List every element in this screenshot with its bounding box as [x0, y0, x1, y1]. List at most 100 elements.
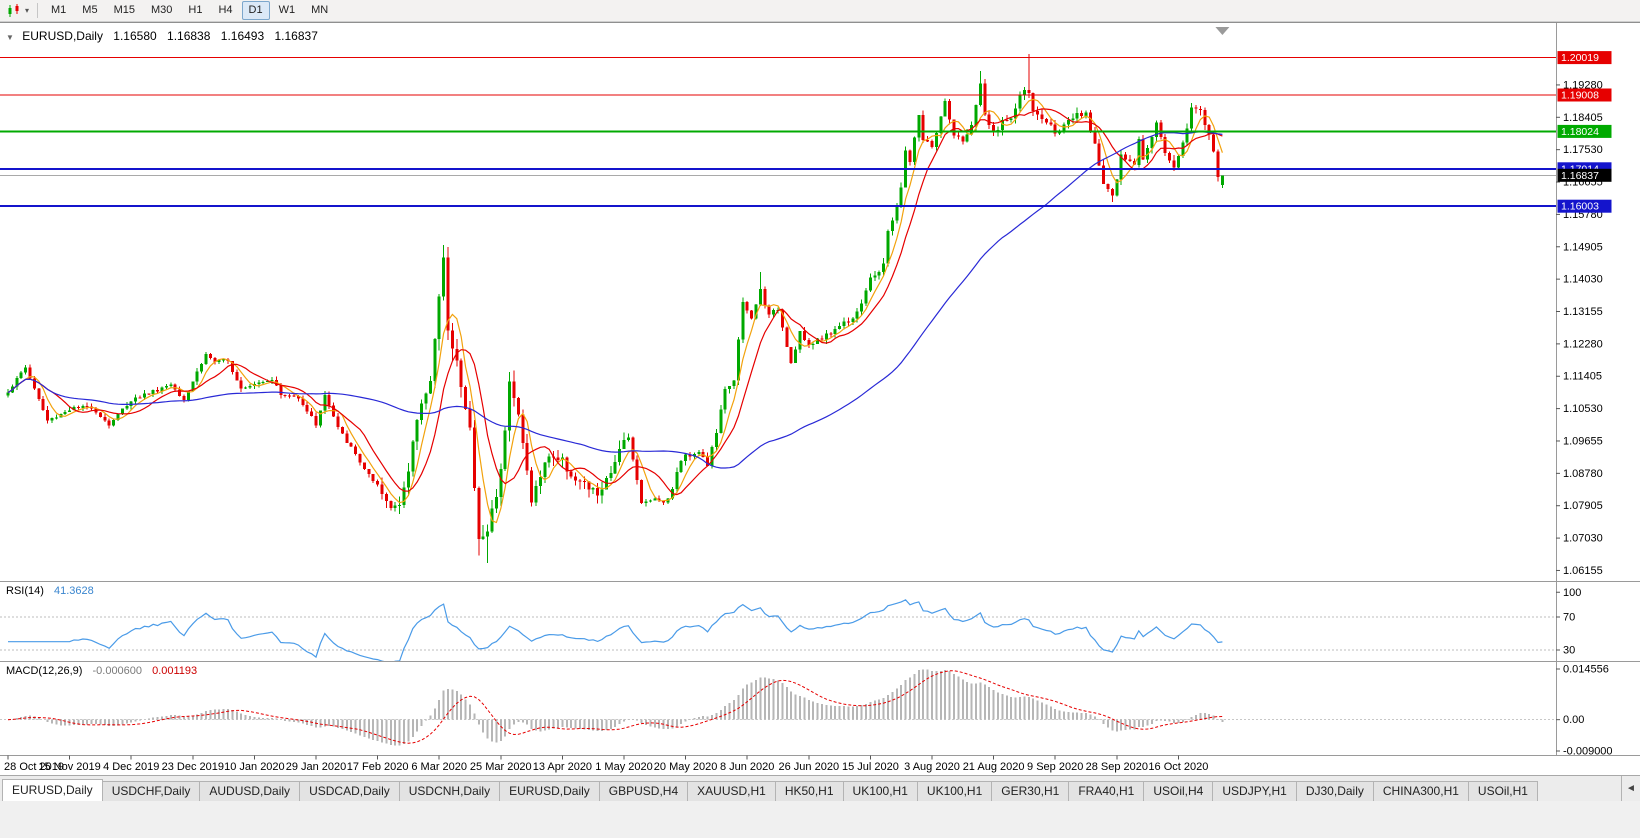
svg-text:1.07905: 1.07905: [1563, 500, 1603, 512]
svg-text:8 Jun 2020: 8 Jun 2020: [720, 761, 774, 773]
chart-tab-ger30-h1[interactable]: GER30,H1: [991, 781, 1070, 801]
chart-tab-eurusd-daily[interactable]: EURUSD,Daily: [499, 781, 600, 801]
pane-splitter[interactable]: [0, 581, 1640, 756]
collapse-arrow-icon[interactable]: ▼: [6, 33, 14, 42]
chart-tab-eurusd-daily[interactable]: EURUSD,Daily: [2, 779, 103, 801]
chart-tab-hk50-h1[interactable]: HK50,H1: [774, 781, 844, 801]
candlestick-chart-icon[interactable]: [4, 3, 24, 19]
price-axis[interactable]: 1.192801.184051.175301.166551.157801.149…: [1556, 23, 1640, 776]
svg-text:15 Jul 2020: 15 Jul 2020: [842, 761, 899, 773]
ohlc-close: 1.16837: [274, 29, 318, 43]
medium-ma-line: [7, 108, 1223, 496]
timeframe-button-h4[interactable]: H4: [218, 4, 233, 16]
toolbar-separator: [37, 3, 39, 18]
bottom-strip: [0, 801, 1640, 838]
timeframe-button-m30[interactable]: M30: [150, 4, 173, 16]
svg-text:10 Jan 2020: 10 Jan 2020: [224, 761, 285, 773]
current-price-label: [1557, 168, 1612, 182]
svg-text:1.10530: 1.10530: [1563, 403, 1603, 415]
svg-text:1.14030: 1.14030: [1563, 274, 1603, 286]
price-levels-layer[interactable]: [0, 57, 1556, 208]
chart-tab-bar: EURUSD,Daily USDCHF,Daily AUDUSD,Daily USDC…: [0, 775, 1640, 801]
chart-tab-uk100-h1[interactable]: UK100,H1: [916, 781, 993, 801]
svg-text:70: 70: [1563, 612, 1575, 624]
timeframe-toolbar: ▾ M1 M5 M15 M30 H1 H4 D1 W1 MN: [0, 0, 1640, 22]
timeframe-button-m15[interactable]: M15: [113, 4, 135, 16]
rsi-indicator-title: RSI(14) 41.3628: [6, 585, 101, 597]
timeframe-button-h1[interactable]: H1: [188, 4, 203, 16]
chart-window[interactable]: 1.19280 1.18405 1.17530 1.16655 1.15780 1.149…: [0, 22, 1640, 776]
chart-tab-uk100-h1[interactable]: UK100,H1: [842, 781, 918, 801]
chart-tab-usoil-h1[interactable]: USOil,H1: [1467, 781, 1538, 801]
svg-text:1.19008: 1.19008: [1561, 89, 1599, 101]
rsi-label: RSI(14): [6, 585, 44, 597]
svg-text:1.16003: 1.16003: [1561, 201, 1599, 213]
svg-text:29 Jan 2020: 29 Jan 2020: [286, 761, 347, 773]
price-level-label: [1557, 88, 1612, 102]
svg-text:1.06155: 1.06155: [1563, 565, 1603, 577]
svg-text:16 Oct 2020: 16 Oct 2020: [1148, 761, 1208, 773]
svg-text:4 Dec 2019: 4 Dec 2019: [103, 761, 159, 773]
chart-shift-marker[interactable]: [1215, 27, 1230, 35]
svg-text:1.17530: 1.17530: [1563, 144, 1603, 156]
price-level-label: [1557, 51, 1612, 65]
svg-text:0.00: 0.00: [1563, 714, 1584, 726]
svg-text:17 Feb 2020: 17 Feb 2020: [347, 761, 409, 773]
chart-tab-china300-h1[interactable]: CHINA300,H1: [1372, 781, 1469, 801]
rsi-pane: 100 70 30: [0, 587, 1581, 661]
svg-text:28 Sep 2020: 28 Sep 2020: [1086, 761, 1148, 773]
timeframe-buttons: M1 M5 M15 M30 H1 H4 D1 W1 MN: [43, 1, 336, 20]
svg-text:1.18405: 1.18405: [1563, 112, 1603, 124]
svg-text:1.19280: 1.19280: [1563, 79, 1603, 91]
svg-text:-0.009000: -0.009000: [1563, 746, 1613, 758]
svg-text:1.16837: 1.16837: [1561, 170, 1599, 182]
svg-text:21 Aug 2020: 21 Aug 2020: [963, 761, 1025, 773]
chart-tab-xauusd-h1[interactable]: XAUUSD,H1: [687, 781, 776, 801]
svg-text:1.07030: 1.07030: [1563, 533, 1603, 545]
timeframe-button-w1[interactable]: W1: [278, 4, 296, 16]
chart-tab-gbpusd-h4[interactable]: GBPUSD,H4: [598, 781, 689, 801]
svg-text:0.014556: 0.014556: [1563, 664, 1609, 676]
fast-ma-line: [7, 98, 1223, 524]
chart-tab-usdcad-daily[interactable]: USDCAD,Daily: [299, 781, 400, 801]
price-level-label: [1557, 124, 1612, 138]
chart-tab-usoil-h4[interactable]: USOil,H4: [1143, 781, 1214, 801]
timeframe-button-m5[interactable]: M5: [82, 4, 98, 16]
svg-text:1.09655: 1.09655: [1563, 435, 1603, 447]
chart-tab-usdchf-daily[interactable]: USDCHF,Daily: [101, 781, 201, 801]
timeframe-button-mn[interactable]: MN: [311, 4, 329, 16]
svg-text:1 May 2020: 1 May 2020: [595, 761, 652, 773]
price-chart-canvas[interactable]: 1.192801.184051.175301.166551.157801.149…: [0, 23, 1640, 776]
svg-text:6 Mar 2020: 6 Mar 2020: [411, 761, 467, 773]
timeframe-button-m1[interactable]: M1: [51, 4, 67, 16]
svg-text:100: 100: [1563, 587, 1581, 599]
svg-text:9 Sep 2020: 9 Sep 2020: [1027, 761, 1083, 773]
chart-tab-audusd-daily[interactable]: AUDUSD,Daily: [199, 781, 301, 801]
svg-text:1.13155: 1.13155: [1563, 306, 1603, 318]
svg-text:1.20019: 1.20019: [1561, 52, 1599, 64]
chart-tab-dj30-daily[interactable]: DJ30,Daily: [1295, 781, 1374, 801]
chart-tab-usdcnh-daily[interactable]: USDCNH,Daily: [398, 781, 501, 801]
chart-symbol-period: EURUSD,Daily: [22, 29, 103, 43]
macd-main-value: -0.000600: [92, 665, 143, 677]
svg-text:1.08780: 1.08780: [1563, 468, 1603, 480]
chart-tab-usdjpy-h1[interactable]: USDJPY,H1: [1212, 781, 1297, 801]
svg-text:1.14905: 1.14905: [1563, 241, 1603, 253]
macd-pane: 0.014556 0.00 -0.009000: [0, 664, 1613, 758]
chart-background[interactable]: [0, 23, 1640, 776]
svg-text:25 Mar 2020: 25 Mar 2020: [470, 761, 532, 773]
ohlc-high: 1.16838: [167, 29, 211, 43]
svg-text:30: 30: [1563, 645, 1575, 657]
chevron-down-icon[interactable]: ▾: [25, 6, 30, 15]
macd-label: MACD(12,26,9): [6, 665, 83, 677]
slow-ma-line: [7, 131, 1223, 469]
chart-title: ▼ EURUSD,Daily 1.16580 1.16838 1.16493 1…: [6, 29, 325, 43]
macd-signal-value: 0.001193: [152, 665, 198, 677]
tabs-scroll-left-button[interactable]: ◄: [1621, 776, 1640, 801]
svg-text:26 Jun 2020: 26 Jun 2020: [779, 761, 840, 773]
timeframe-button-d1[interactable]: D1: [241, 1, 270, 20]
svg-text:28 Oct 2019: 28 Oct 2019: [4, 761, 64, 773]
svg-text:1.11405: 1.11405: [1563, 371, 1602, 383]
chart-tab-fra40-h1[interactable]: FRA40,H1: [1068, 781, 1145, 801]
